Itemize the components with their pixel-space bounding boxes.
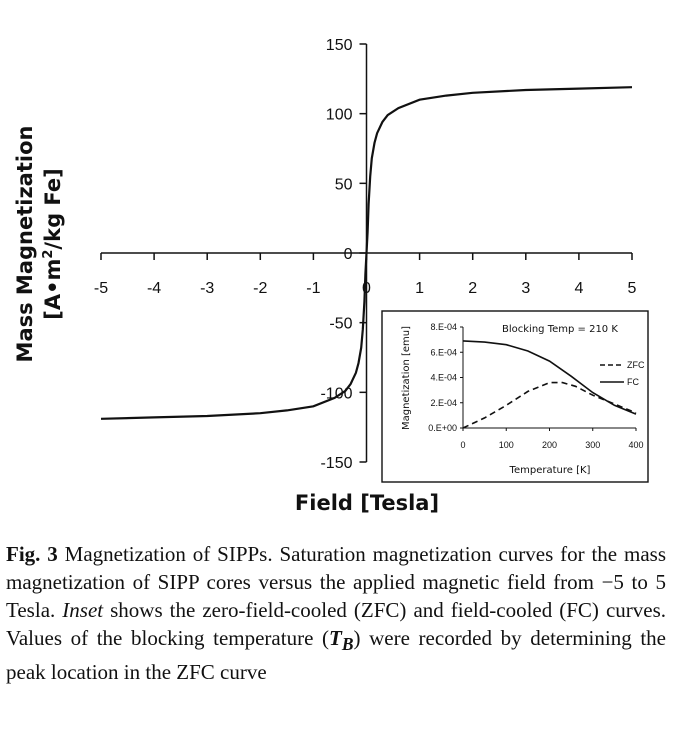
x-tick-label: 5 [628, 280, 637, 297]
legend-fc-label: FC [627, 377, 639, 387]
main-tick-labels: -5 -4 -3 -2 -1 0 1 2 3 4 5 -150 -100 -50 0 50 100 150 [94, 37, 637, 472]
inset-y-axis-title: Magnetization [emu] [401, 326, 412, 430]
x-tick-label: -5 [94, 280, 108, 297]
inset-x-tick-label: 400 [628, 440, 643, 450]
inset-y-tick-label: 0.E+00 [428, 423, 457, 433]
y-tick-label: -50 [329, 316, 352, 333]
x-tick-label: 1 [415, 280, 424, 297]
legend-zfc-label: ZFC [627, 360, 645, 370]
x-tick-label: 2 [468, 280, 477, 297]
inset-y-tick-label: 4.E-04 [430, 373, 457, 383]
magnetization-curve [100, 86, 633, 420]
caption-text-2: shows the zero-field-cooled (ZFC) and fi… [6, 598, 666, 650]
inset-x-tick-label: 300 [585, 440, 600, 450]
x-tick-label: 3 [521, 280, 530, 297]
fc-curve [462, 340, 637, 415]
caption-tb-symbol: T [329, 626, 342, 650]
x-tick-label: 0 [362, 280, 371, 297]
y-tick-label: -150 [320, 455, 352, 472]
inset-y-tick-label: 6.E-04 [430, 347, 457, 357]
inset-chart: 0 100 200 300 400 0.E+00 2.E-04 4.E-04 6.E-04 8.E… [381, 310, 649, 483]
inset-x-axis-title: Temperature [K] [509, 465, 591, 476]
y-axis-title-line2: [A•m2/kg Fe] [41, 168, 65, 320]
inset-tick-labels: 0 100 200 300 400 0.E+00 2.E-04 4.E-04 6.E-04 8.E… [428, 322, 643, 450]
x-tick-label: -3 [200, 280, 214, 297]
inset-x-tick-label: 0 [460, 440, 465, 450]
y-tick-label: 150 [326, 37, 353, 54]
y-tick-label: 100 [326, 107, 353, 124]
figure-caption: Fig. 3 Magnetization of SIPPs. Saturatio… [6, 540, 666, 686]
inset-y-tick-label: 2.E-04 [430, 398, 457, 408]
inset-title: Blocking Temp = 210 K [502, 324, 618, 335]
caption-tb-sub: B [341, 634, 354, 655]
inset-legend: ZFC FC [600, 360, 645, 387]
caption-text-1: Magnetization of SIPPs. Saturation magne… [6, 542, 666, 622]
x-tick-label: -1 [306, 280, 320, 297]
y-tick-label: 0 [344, 246, 353, 263]
x-tick-label: -2 [253, 280, 267, 297]
x-tick-label: 4 [574, 280, 583, 297]
inset-x-tick-label: 200 [542, 440, 557, 450]
zfc-curve [462, 381, 637, 429]
inset-frame [381, 310, 649, 483]
caption-lead: Fig. 3 [6, 542, 58, 566]
y-tick-label: -100 [320, 385, 352, 402]
x-axis-title: Field [Tesla] [295, 491, 439, 515]
inset-x-tick-label: 100 [499, 440, 514, 450]
inset-y-tick-label: 8.E-04 [430, 322, 457, 332]
magnetization-chart: -5 -4 -3 -2 -1 0 1 2 3 4 5 -150 -100 -50 0 50 100 150 Mas… [13, 37, 649, 515]
y-axis-title-line1: Mass Magnetization [13, 126, 37, 363]
caption-inset-word: Inset [62, 598, 104, 622]
caption-text-3: ) were recorded by determining the peak … [6, 626, 666, 685]
inset-axes [460, 326, 637, 431]
x-tick-label: -4 [147, 280, 161, 297]
y-tick-label: 50 [335, 176, 353, 193]
